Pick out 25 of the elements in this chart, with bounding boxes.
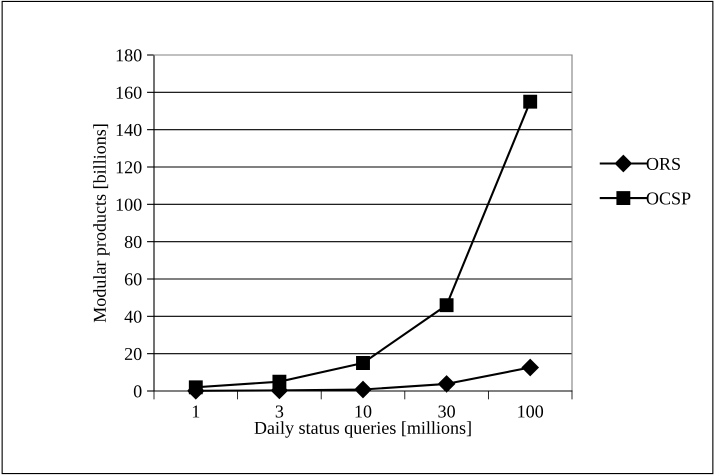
point — [522, 358, 539, 376]
x-tick-label: 3 — [276, 405, 284, 418]
y-tick-label: 100 — [116, 198, 142, 211]
y-axis-title: Modular products [billions] — [93, 124, 110, 322]
y-tick-label: 140 — [116, 124, 142, 136]
point — [356, 356, 370, 370]
y-tick-label: 80 — [124, 236, 142, 248]
y-tick-label: 180 — [116, 49, 142, 62]
x-tick-label: 30 — [438, 405, 455, 418]
x-axis-title: Daily status queries [millions] — [254, 421, 471, 438]
x-tick-label: 10 — [356, 405, 372, 418]
legend-label: ORS — [646, 158, 680, 170]
y-tick-label: 160 — [116, 86, 142, 99]
y-tick-label: 60 — [124, 273, 142, 286]
point — [354, 380, 372, 398]
x-tick-label: 1 — [192, 406, 200, 418]
y-tick-label: 20 — [124, 348, 142, 360]
y-tick-label: 40 — [124, 310, 142, 323]
y-tick-label: 0 — [134, 385, 142, 398]
point — [438, 375, 456, 392]
point — [523, 94, 538, 109]
y-tick-label: 120 — [116, 161, 142, 174]
point — [440, 298, 454, 312]
x-tick-label: 100 — [518, 405, 544, 418]
legend-label: OCSP — [646, 192, 690, 205]
